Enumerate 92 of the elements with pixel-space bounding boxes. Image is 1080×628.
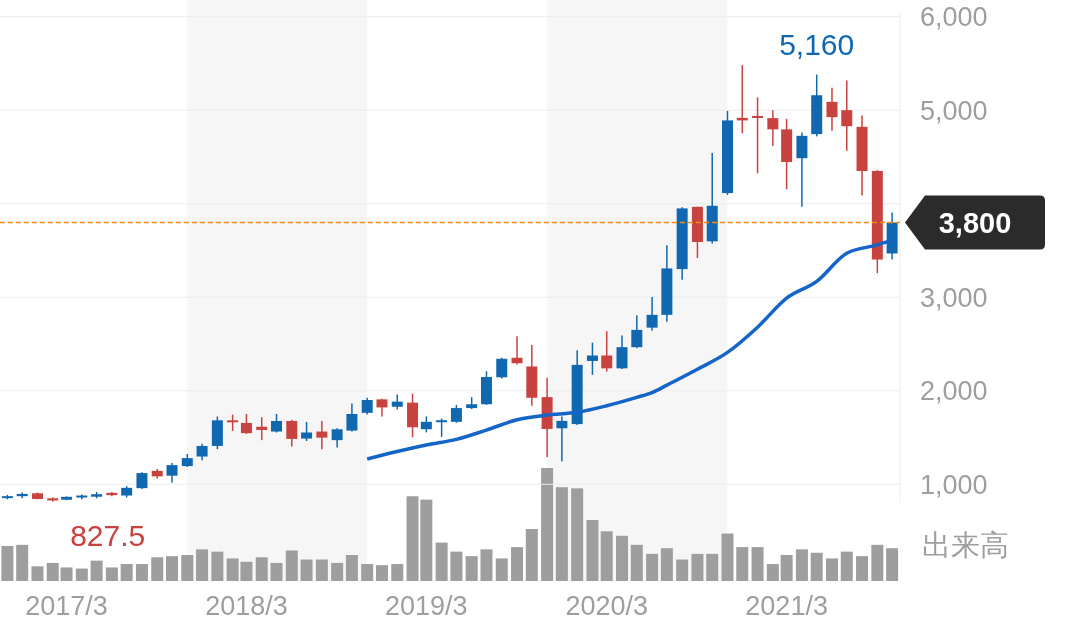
bar [555, 487, 568, 581]
bar [600, 531, 613, 581]
bar [120, 564, 133, 581]
candlestick [616, 334, 628, 370]
bar [375, 565, 388, 581]
candlestick [301, 421, 313, 442]
candlestick [496, 357, 508, 380]
candlestick [631, 314, 643, 349]
bar [840, 551, 853, 581]
bar [825, 558, 838, 581]
x-tick-label: 2017/3 [25, 591, 108, 621]
annotation: 827.5 [70, 519, 146, 553]
bar [255, 557, 268, 581]
bar [525, 529, 538, 581]
bar [105, 567, 118, 581]
candlestick [556, 415, 568, 462]
bar [721, 533, 734, 581]
candlestick [826, 87, 838, 132]
bar [751, 547, 764, 581]
bar [541, 468, 554, 581]
candlestick [286, 419, 298, 448]
bar [435, 542, 448, 581]
bar [630, 544, 643, 581]
bar [646, 553, 659, 581]
bar [345, 555, 358, 581]
bar [616, 535, 629, 581]
bar [795, 549, 808, 581]
bar [151, 557, 164, 581]
y-tick-label: 1,000 [920, 469, 988, 500]
x-tick-label: 2021/3 [745, 591, 828, 621]
bar [736, 547, 749, 581]
candlestick [796, 131, 808, 208]
bar [75, 568, 88, 581]
bar [270, 562, 283, 581]
bar [480, 549, 493, 581]
candlestick [767, 109, 779, 147]
bar [391, 564, 404, 581]
candlestick [256, 416, 268, 441]
bar [495, 558, 508, 581]
bar [511, 547, 524, 581]
y-tick-label: 5,000 [920, 95, 988, 126]
candlestick [436, 417, 448, 438]
bar [285, 550, 298, 581]
bar [871, 544, 884, 581]
candlestick [166, 462, 178, 484]
bar [450, 551, 463, 581]
candlestick [331, 427, 343, 449]
y-tick-label: 6,000 [920, 2, 988, 33]
bar [676, 559, 689, 581]
bar [780, 555, 793, 581]
bar [135, 564, 148, 581]
candlestick [601, 330, 613, 373]
bar [31, 566, 44, 581]
candlestick [511, 335, 523, 366]
bar [90, 560, 103, 581]
candlestick [586, 341, 598, 376]
bar [586, 519, 599, 581]
x-tick-label: 2020/3 [565, 591, 649, 621]
bar [196, 549, 209, 581]
bar [571, 488, 584, 581]
candlestick [841, 79, 853, 152]
bar [315, 559, 328, 581]
bar [1, 545, 14, 581]
candlestick [240, 413, 252, 435]
bar [331, 562, 344, 581]
bar [810, 552, 823, 581]
bar [856, 556, 869, 581]
candlestick [346, 402, 358, 433]
bar [886, 548, 899, 581]
y-tick-label: 2,000 [920, 376, 988, 407]
bar [691, 553, 704, 581]
bar [211, 551, 224, 581]
x-tick-label: 2019/3 [385, 591, 468, 621]
bar [766, 564, 779, 581]
bar [361, 564, 374, 581]
bar [660, 548, 673, 581]
bar [181, 555, 194, 581]
candlestick [646, 296, 658, 332]
candlestick [316, 420, 328, 450]
ref-line-label: 3,800 [938, 206, 1012, 239]
y-axis-title: 出来高 [922, 529, 1009, 561]
bar [166, 556, 179, 581]
bar [300, 559, 313, 581]
annotation: 5,160 [779, 28, 855, 62]
y-tick-label: 3,000 [920, 282, 988, 313]
bar [465, 556, 478, 581]
bar [60, 567, 73, 581]
candlestick [752, 96, 764, 174]
bar [46, 562, 59, 581]
bar [706, 553, 719, 581]
x-tick-label: 2018/3 [205, 591, 288, 621]
bar [16, 544, 29, 581]
